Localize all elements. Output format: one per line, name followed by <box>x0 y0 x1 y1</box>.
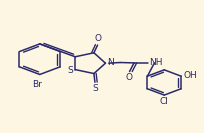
Text: Cl: Cl <box>160 97 169 106</box>
Text: N: N <box>108 58 114 67</box>
Text: NH: NH <box>149 58 163 67</box>
Text: O: O <box>125 73 132 82</box>
Text: Br: Br <box>32 80 42 89</box>
Text: O: O <box>94 34 101 43</box>
Text: S: S <box>67 66 73 75</box>
Text: S: S <box>93 84 98 93</box>
Text: OH: OH <box>183 71 197 80</box>
